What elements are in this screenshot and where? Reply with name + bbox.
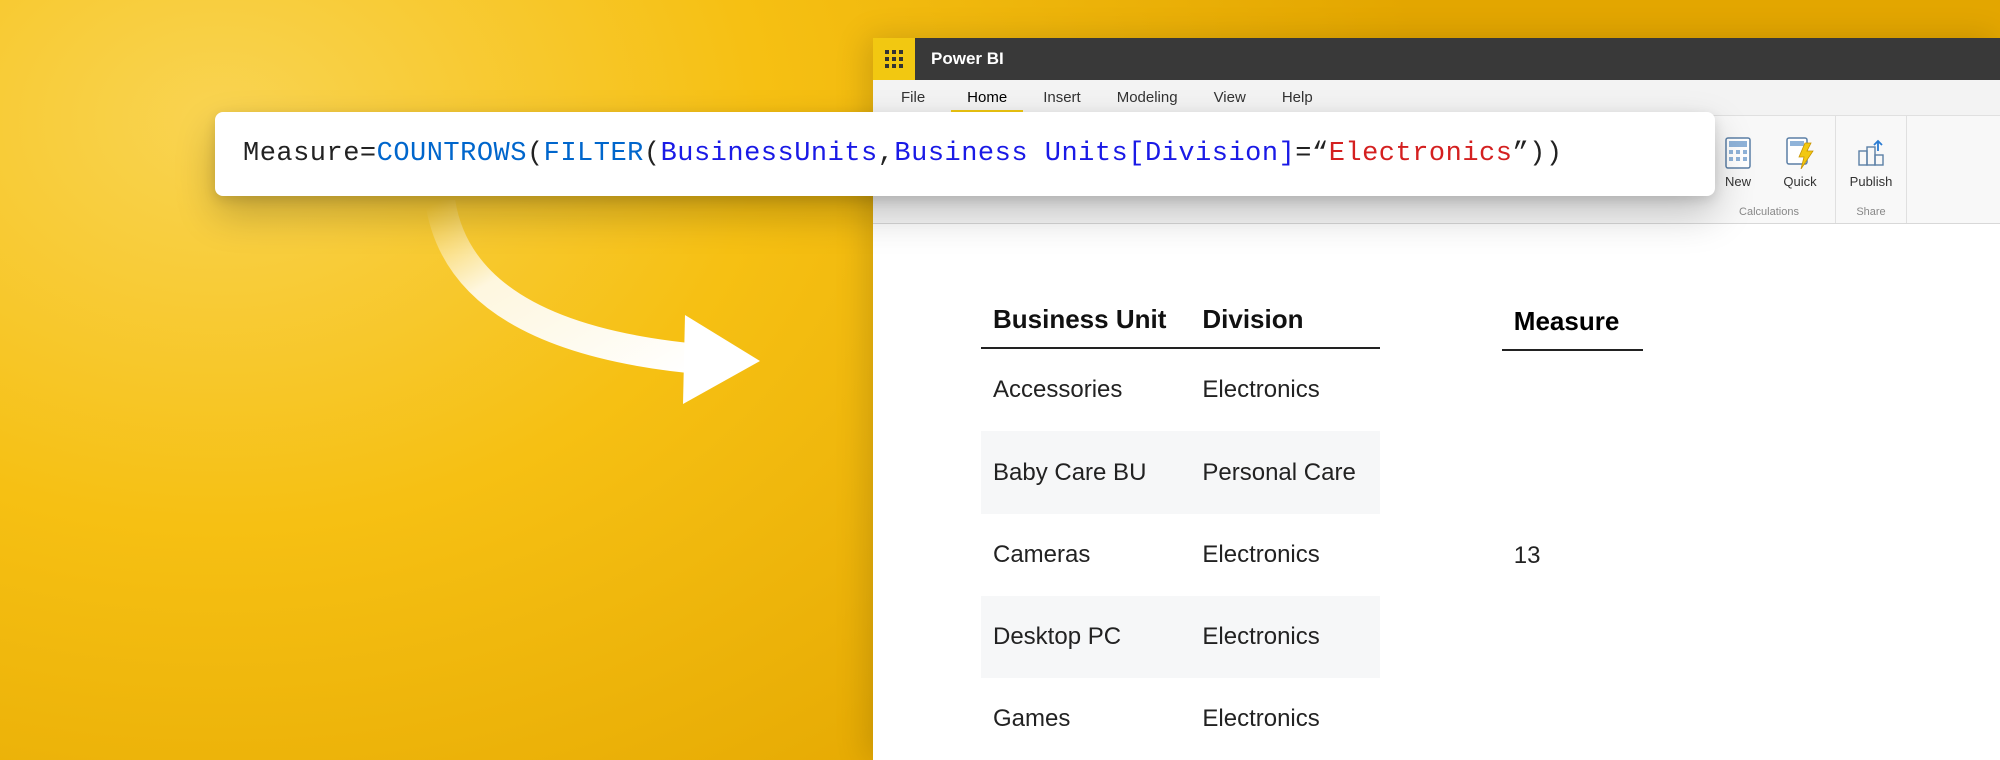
menu-help[interactable]: Help (1266, 83, 1329, 113)
table-row[interactable]: AccessoriesElectronics (981, 348, 1380, 431)
formula-string-literal: Electronics (1329, 139, 1513, 169)
table-cell: Cameras (981, 514, 1190, 596)
quick-measure-label: Quick (1783, 174, 1816, 189)
menu-file[interactable]: File (883, 83, 947, 113)
publish-button[interactable]: Publish (1844, 136, 1898, 189)
measure-value: 13 (1502, 353, 1644, 758)
publish-icon (1854, 136, 1888, 170)
menu-insert[interactable]: Insert (1027, 83, 1097, 113)
formula-table-ref: BusinessUnits (661, 139, 878, 169)
report-canvas: Business Unit Division AccessoriesElectr… (873, 224, 2000, 760)
table-cell: Desktop PC (981, 596, 1190, 678)
table-cell: Personal Care (1190, 431, 1379, 513)
measure-header[interactable]: Measure (1502, 298, 1644, 351)
publish-label: Publish (1850, 174, 1893, 189)
ribbon-group-calculations: New Quick Calculations (1703, 116, 1836, 223)
formula-lhs: Measure (243, 139, 360, 169)
app-title: Power BI (931, 49, 1004, 69)
menu-modeling[interactable]: Modeling (1101, 83, 1194, 113)
table-row[interactable]: Baby Care BUPersonal Care (981, 431, 1380, 513)
menu-home[interactable]: Home (951, 83, 1023, 113)
table-row[interactable]: Desktop PCElectronics (981, 596, 1380, 678)
table-cell: Accessories (981, 348, 1190, 431)
column-header-division[interactable]: Division (1190, 296, 1379, 348)
table-cell: Electronics (1190, 678, 1379, 760)
table-row[interactable]: GamesElectronics (981, 678, 1380, 760)
ribbon-group-label-calculations: Calculations (1739, 204, 1799, 221)
titlebar: Power BI (873, 38, 2000, 80)
ribbon-group-share: Publish Share (1836, 116, 1907, 223)
formula-fn-countrows: COUNTROWS (377, 139, 527, 169)
table-row[interactable]: CamerasElectronics (981, 514, 1380, 596)
measure-table: Measure 13 (1500, 296, 1646, 760)
table-cell: Baby Care BU (981, 431, 1190, 513)
ribbon-group-label-share: Share (1856, 204, 1885, 221)
new-measure-label: New (1725, 174, 1751, 189)
menubar: File Home Insert Modeling View Help (873, 80, 2000, 116)
table-cell: Electronics (1190, 596, 1379, 678)
calculator-icon (1721, 136, 1755, 170)
formula-fn-filter: FILTER (544, 139, 644, 169)
column-header-business-unit[interactable]: Business Unit (981, 296, 1190, 348)
quick-measure-button[interactable]: Quick (1773, 136, 1827, 189)
table-cell: Electronics (1190, 514, 1379, 596)
table-cell: Electronics (1190, 348, 1379, 431)
table-cell: Games (981, 678, 1190, 760)
quick-measure-icon (1783, 136, 1817, 170)
business-units-table: Business Unit Division AccessoriesElectr… (981, 296, 1380, 760)
app-launcher-icon[interactable] (873, 38, 915, 80)
formula-column-ref: Division (1145, 139, 1279, 169)
new-measure-button[interactable]: New (1711, 136, 1765, 189)
menu-view[interactable]: View (1198, 83, 1262, 113)
dax-formula-bar[interactable]: Measure = COUNTROWS(FILTER(BusinessUnits… (215, 112, 1715, 196)
